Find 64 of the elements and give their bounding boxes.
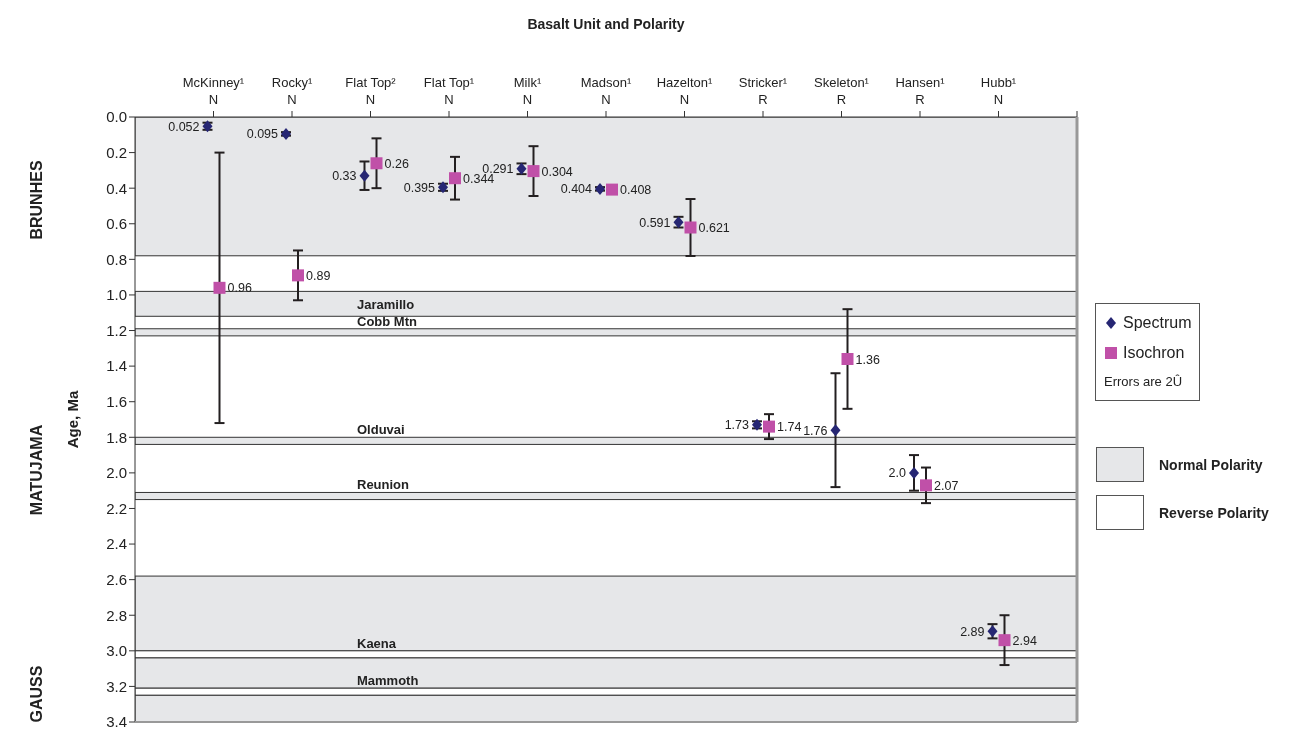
x-tick-label: Hubb¹ N xyxy=(980,75,1017,107)
y-tick-label: 3.4 xyxy=(106,713,127,731)
y-tick-label: 3.0 xyxy=(106,642,127,660)
data-label: 2.07 xyxy=(934,478,959,493)
data-label: 2.94 xyxy=(1012,633,1037,648)
data-label: 0.89 xyxy=(306,268,331,283)
y-tick-label: 1.4 xyxy=(106,357,127,375)
data-label: 2.0 xyxy=(888,466,907,481)
band-label: Reunion xyxy=(357,477,410,493)
x-tick-label: Flat Top² N xyxy=(345,75,397,107)
data-label: 0.591 xyxy=(639,215,671,230)
x-tick-label: Flat Top¹ N xyxy=(423,75,475,107)
data-label: 0.26 xyxy=(384,156,409,171)
legend-label: Isochron xyxy=(1122,343,1186,363)
x-tick-label: Rocky¹ N xyxy=(271,75,313,107)
band-label: Olduvai xyxy=(357,422,405,438)
data-label: 0.621 xyxy=(698,221,730,235)
text: Errors are 2Û xyxy=(1104,373,1184,391)
y-axis-title: Age, Ma xyxy=(64,390,82,449)
data-label: 0.404 xyxy=(560,182,593,197)
data-label: 0.304 xyxy=(541,164,573,179)
y-tick-label: 0.2 xyxy=(106,143,127,161)
band-label: Kaena xyxy=(357,635,397,651)
legend-label: Spectrum xyxy=(1122,313,1192,333)
y-tick-label: 2.0 xyxy=(106,464,127,482)
y-tick-label: 2.2 xyxy=(106,499,127,517)
data-label: 0.408 xyxy=(620,183,652,198)
data-label: 2.89 xyxy=(960,624,985,639)
y-tick-label: 1.0 xyxy=(106,286,127,304)
band-label: Cobb Mtn xyxy=(357,313,417,329)
band-label: Jaramillo xyxy=(357,296,415,312)
y-tick-label: 2.8 xyxy=(106,606,127,624)
x-tick-label: Hansen¹ R xyxy=(895,75,946,107)
y-tick-label: 0.0 xyxy=(106,108,127,126)
data-label: 1.76 xyxy=(803,423,828,438)
x-tick-label: Hazelton¹ N xyxy=(656,75,713,107)
text: GAUSS xyxy=(28,665,45,723)
y-tick-label: 0.4 xyxy=(106,179,127,197)
x-tick-label: Skeleton¹ R xyxy=(814,75,870,107)
data-label: 0.095 xyxy=(246,127,279,142)
y-tick-label: 3.2 xyxy=(106,677,127,695)
x-tick-label: Milk¹ N xyxy=(513,75,542,107)
x-tick-label: Madson¹ N xyxy=(580,75,632,107)
data-label: 0.395 xyxy=(403,180,436,195)
data-label: 0.052 xyxy=(168,119,200,134)
band-label: Mammoth xyxy=(357,673,419,689)
y-tick-label: 0.8 xyxy=(106,250,127,268)
y-tick-label: 1.8 xyxy=(106,428,127,446)
y-tick-label: 1.2 xyxy=(106,321,127,339)
y-tick-label: 2.6 xyxy=(106,570,127,588)
y-tick-label: 0.6 xyxy=(106,215,127,233)
x-tick-label: Stricker¹ R xyxy=(738,75,788,107)
data-label: 1.74 xyxy=(777,420,802,435)
text: BRUNHES xyxy=(28,160,45,240)
data-label: 1.36 xyxy=(855,352,880,367)
chart-title: Basalt Unit and Polarity xyxy=(526,16,686,32)
y-tick-label: 1.6 xyxy=(106,393,127,411)
text: Normal Polarity xyxy=(1159,456,1263,473)
x-tick-label: McKinney¹ N xyxy=(182,75,245,107)
y-tick-label: 2.4 xyxy=(106,535,127,553)
data-label: 1.73 xyxy=(724,418,750,433)
data-label: 0.33 xyxy=(332,169,357,184)
text: Reverse Polarity xyxy=(1159,504,1269,521)
text: MATUJAMA xyxy=(28,424,45,516)
